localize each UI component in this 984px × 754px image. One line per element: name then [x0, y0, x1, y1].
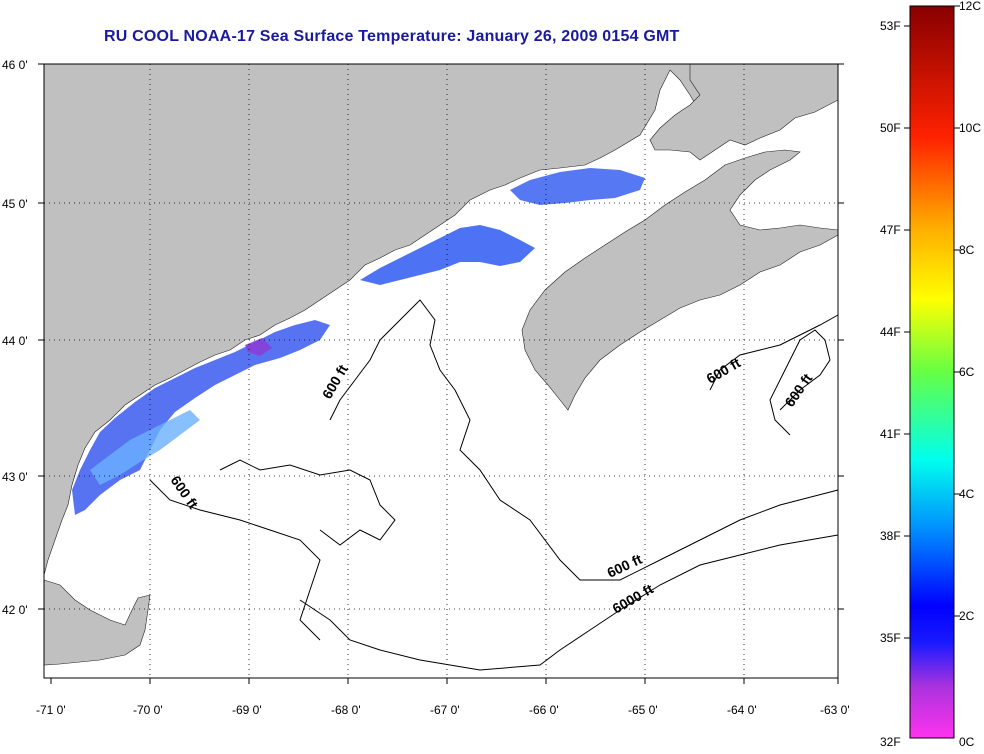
lat-tick-label: 45 0'	[2, 197, 28, 211]
lon-tick-label: -66 0'	[529, 703, 559, 717]
colorbar-f-label: 38F	[880, 529, 901, 543]
colorbar-c-label: 12C	[959, 0, 981, 13]
lon-tick-label: -65 0'	[628, 703, 658, 717]
lat-tick-label: 44 0'	[2, 334, 28, 348]
colorbar-c-label: 6C	[959, 365, 975, 379]
colorbar-f-label: 35F	[880, 631, 901, 645]
lon-tick-label: -70 0'	[133, 703, 163, 717]
colorbar-c-label: 8C	[959, 243, 975, 257]
colorbar-c-label: 10C	[959, 121, 981, 135]
lon-ticks: -71 0' -70 0' -69 0' -68 0' -67 0' -66 0…	[36, 703, 850, 717]
colorbar-f-labels: 53F 50F 47F 44F 41F 38F 35F 32F	[880, 19, 901, 749]
colorbar-f-label: 44F	[880, 325, 901, 339]
colorbar	[910, 6, 954, 738]
lat-ticks: 46 0' 45 0' 44 0' 43 0' 42 0'	[2, 58, 28, 617]
colorbar-f-label: 47F	[880, 223, 901, 237]
lon-tick-label: -69 0'	[232, 703, 262, 717]
colorbar-c-label: 0C	[959, 735, 975, 749]
colorbar-f-label: 50F	[880, 121, 901, 135]
lon-tick-label: -64 0'	[727, 703, 757, 717]
lat-tick-label: 43 0'	[2, 470, 28, 484]
lon-tick-label: -63 0'	[820, 703, 850, 717]
colorbar-f-label: 32F	[880, 735, 901, 749]
lon-tick-label: -71 0'	[36, 703, 66, 717]
lat-tick-label: 42 0'	[2, 603, 28, 617]
colorbar-c-labels: 12C 10C 8C 6C 4C 2C 0C	[959, 0, 981, 749]
lat-tick-label: 46 0'	[2, 58, 28, 72]
lon-tick-label: -68 0'	[331, 703, 361, 717]
colorbar-c-label: 4C	[959, 487, 975, 501]
colorbar-c-label: 2C	[959, 609, 975, 623]
lon-tick-label: -67 0'	[430, 703, 460, 717]
colorbar-f-label: 53F	[880, 19, 901, 33]
colorbar-f-label: 41F	[880, 427, 901, 441]
